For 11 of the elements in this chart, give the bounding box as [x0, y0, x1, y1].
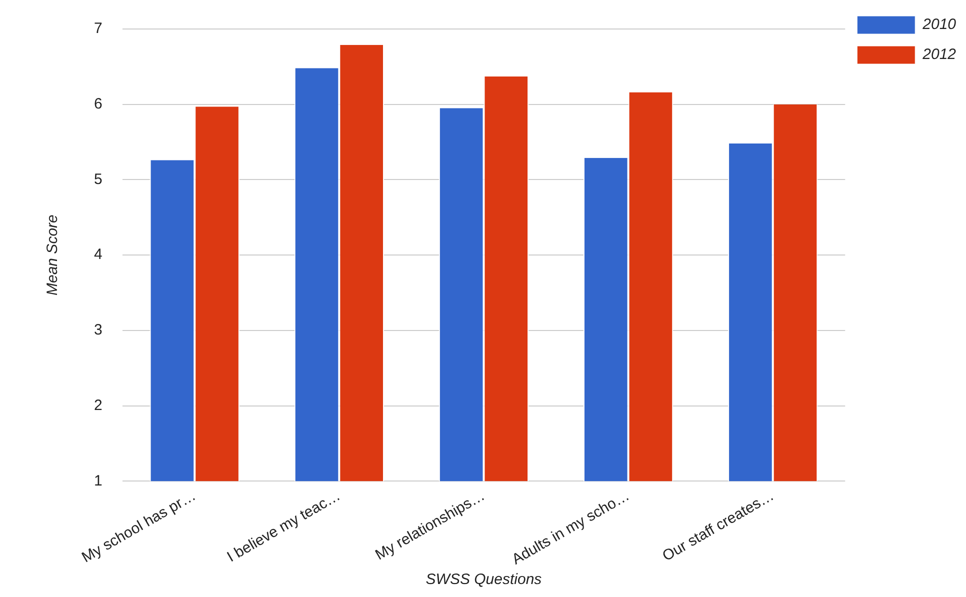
legend-label: 2012 [922, 46, 957, 64]
y-tick-label: 1 [94, 472, 102, 490]
legend-label: 2010 [922, 16, 957, 34]
y-tick-label: 4 [94, 246, 102, 264]
y-tick-label: 6 [94, 95, 102, 112]
x-axis-title: SWSS Questions [426, 571, 542, 588]
y-tick-label: 7 [94, 20, 102, 38]
y-tick-label: 2 [94, 396, 102, 414]
y-tick-label: 3 [94, 322, 102, 339]
y-tick-label: 5 [94, 170, 102, 188]
y-axis-title: Mean Score [44, 214, 62, 296]
